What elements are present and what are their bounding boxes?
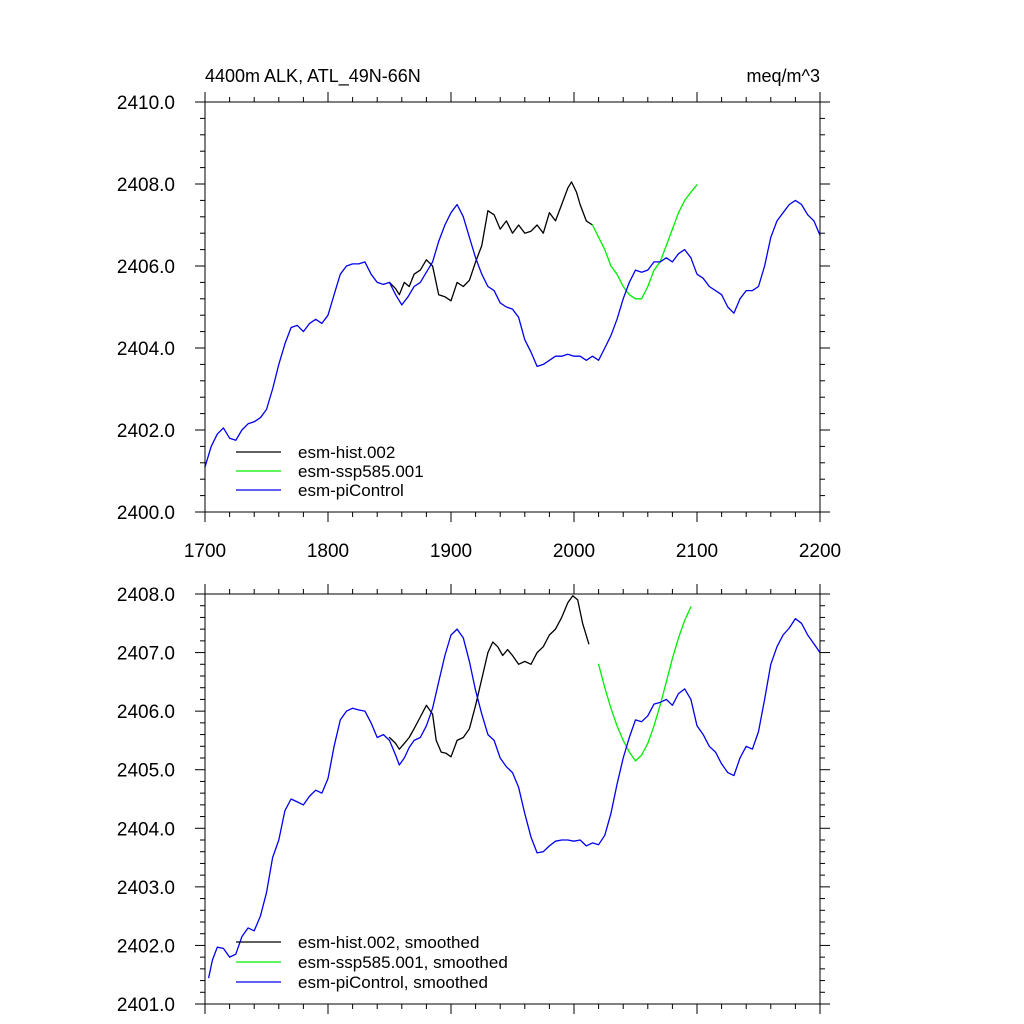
top-y-tick-label: 2410.0 <box>117 93 175 114</box>
top-legend-label-0: esm-hist.002 <box>298 443 395 462</box>
top-y-tick-label: 2406.0 <box>117 257 175 278</box>
top-x-tick-label: 1800 <box>307 541 349 562</box>
bottom-y-tick-label: 2403.0 <box>117 878 175 899</box>
top-chart-panel: 4400m ALK, ATL_49N-66N meq/m^3 2400.0240… <box>117 66 841 562</box>
top-chart-title: 4400m ALK, ATL_49N-66N <box>205 66 421 87</box>
bottom-plot-frame <box>204 593 821 1005</box>
bottom-legend-label-0: esm-hist.002, smoothed <box>298 933 479 952</box>
bottom-y-tick-label: 2407.0 <box>117 644 175 665</box>
top-series-line-0 <box>388 181 594 302</box>
top-x-tick-label: 1700 <box>184 541 226 562</box>
top-x-tick-label: 2100 <box>676 541 718 562</box>
bottom-y-tick-label: 2404.0 <box>117 819 175 840</box>
top-legend-label-1: esm-ssp585.001 <box>298 462 424 481</box>
bottom-series-line-0 <box>388 595 590 758</box>
bottom-legend-label-2: esm-piControl, smoothed <box>298 973 488 992</box>
top-x-tick-label: 1900 <box>430 541 472 562</box>
bottom-y-tick-label: 2401.0 <box>117 995 175 1016</box>
bottom-legend-label-1: esm-ssp585.001, smoothed <box>298 953 508 972</box>
top-y-tick-label: 2400.0 <box>117 503 175 524</box>
top-y-tick-label: 2408.0 <box>117 175 175 196</box>
top-y-tick-label: 2402.0 <box>117 421 175 442</box>
bottom-chart-panel: 2401.0 2402.0 2403.0 2404.0 2405.0 2406.0 2407… <box>117 584 830 1016</box>
bottom-y-tick-label: 2402.0 <box>117 936 175 957</box>
top-y-tick-label: 2404.0 <box>117 339 175 360</box>
bottom-plot-area: 2401.0 2402.0 2403.0 2404.0 2405.0 2406.0 2407… <box>117 584 830 1016</box>
top-series-line-2 <box>204 199 821 468</box>
bottom-y-tick-label: 2406.0 <box>117 702 175 723</box>
bottom-series-line-2 <box>208 617 821 979</box>
top-x-tick-label: 2000 <box>553 541 595 562</box>
bottom-y-tick-label: 2408.0 <box>117 585 175 606</box>
bottom-series-line-1 <box>597 606 692 762</box>
top-x-tick-label: 2200 <box>799 541 841 562</box>
top-plot-area: 2400.0 2402.0 2404.0 2406.0 2408.0 2410.0 1700… <box>117 92 841 562</box>
bottom-y-tick-label: 2405.0 <box>117 761 175 782</box>
top-plot-frame <box>204 101 821 513</box>
top-legend-label-2: esm-piControl <box>298 481 404 500</box>
top-chart-units: meq/m^3 <box>747 66 820 86</box>
top-series-line-1 <box>591 184 698 300</box>
